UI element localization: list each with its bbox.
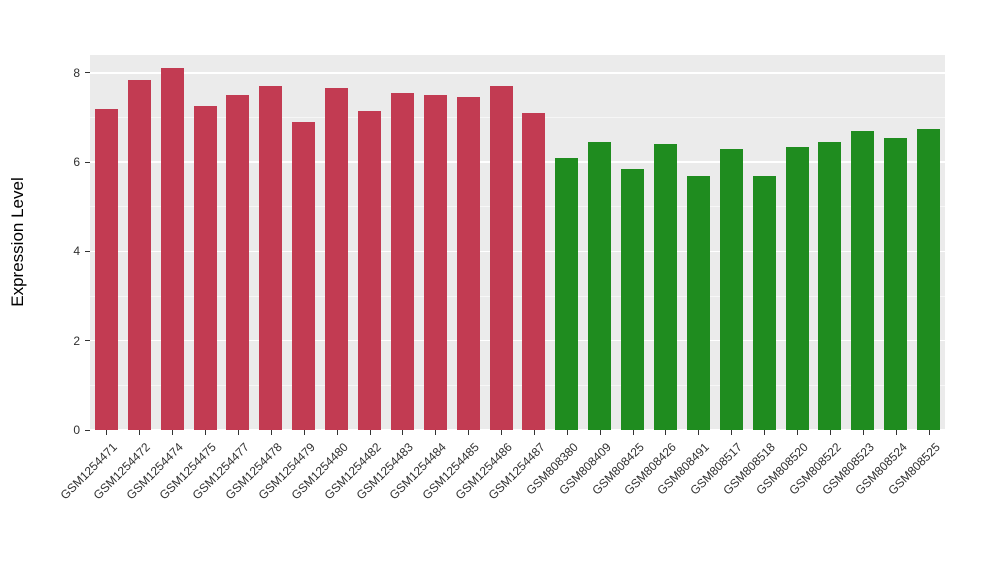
bar-GSM1254474	[161, 68, 184, 430]
x-tick-mark	[501, 430, 503, 435]
y-tick-label: 8	[73, 65, 80, 80]
bar-GSM1254484	[424, 95, 447, 430]
y-tick-mark	[85, 72, 90, 74]
gridline-major	[90, 340, 945, 342]
x-tick-mark	[139, 430, 141, 435]
y-tick-label: 0	[73, 423, 80, 437]
x-tick-mark	[566, 430, 568, 435]
bar-GSM808425	[621, 168, 644, 430]
y-tick-mark	[85, 250, 90, 252]
gridline-major	[90, 250, 945, 253]
x-tick-mark	[172, 430, 174, 435]
bar-GSM1254485	[457, 97, 480, 430]
bar-GSM1254477	[226, 95, 249, 430]
bar-GSM808518	[753, 175, 776, 430]
gridline-minor	[90, 117, 945, 118]
x-tick-mark	[369, 430, 371, 435]
x-tick-mark	[764, 430, 766, 435]
bar-GSM808426	[654, 144, 677, 430]
gridline-major	[90, 72, 945, 74]
bar-GSM1254483	[391, 92, 414, 430]
bar-GSM808524	[884, 137, 907, 430]
y-axis-title: Expression Level	[8, 177, 27, 307]
bar-GSM1254480	[325, 88, 348, 430]
x-tick-mark	[698, 430, 700, 435]
bar-GSM808525	[917, 128, 940, 430]
gridline-minor	[90, 384, 945, 386]
y-tick-label: 4	[73, 244, 80, 259]
bar-GSM1254482	[358, 110, 381, 430]
gridline-major	[90, 429, 945, 431]
x-tick-mark	[829, 430, 831, 435]
bar-GSM1254475	[194, 106, 217, 430]
y-tick-mark	[85, 429, 90, 431]
bar-GSM1254472	[128, 79, 151, 430]
x-tick-mark	[533, 430, 535, 435]
x-tick-mark	[435, 430, 437, 435]
x-tick-mark	[928, 430, 930, 435]
x-tick-mark	[797, 430, 799, 435]
x-tick-mark	[336, 430, 338, 435]
bar-GSM808522	[818, 142, 841, 430]
bar-GSM1254479	[292, 121, 315, 430]
y-tick-label: 2	[73, 333, 80, 348]
x-tick-mark	[402, 430, 404, 435]
x-tick-mark	[205, 430, 207, 435]
bar-GSM808491	[687, 175, 710, 430]
bar-GSM1254487	[522, 113, 545, 430]
x-tick-mark	[862, 430, 864, 435]
bar-GSM808523	[851, 130, 874, 430]
x-tick-mark	[665, 430, 667, 435]
x-tick-mark	[303, 430, 305, 435]
y-tick-label: 6	[73, 155, 80, 170]
bar-GSM808380	[555, 157, 578, 430]
y-tick-mark	[85, 340, 90, 342]
x-tick-mark	[599, 430, 601, 435]
gridline-major	[90, 161, 945, 163]
bar-GSM1254478	[259, 86, 282, 430]
bar-GSM1254471	[95, 108, 118, 430]
bar-GSM808517	[720, 148, 743, 430]
x-tick-mark	[106, 430, 108, 435]
plot-area	[90, 55, 945, 431]
x-tick-mark	[237, 430, 239, 435]
bar-GSM808409	[588, 142, 611, 430]
bar-GSM1254486	[490, 86, 513, 430]
x-tick-mark	[270, 430, 272, 435]
x-tick-mark	[731, 430, 733, 435]
gridline-minor	[90, 206, 945, 208]
gridline-minor	[90, 295, 945, 297]
x-tick-mark	[632, 430, 634, 435]
bar-GSM808520	[786, 146, 809, 430]
x-tick-mark	[468, 430, 470, 435]
y-tick-mark	[85, 161, 90, 163]
x-tick-mark	[895, 430, 897, 435]
